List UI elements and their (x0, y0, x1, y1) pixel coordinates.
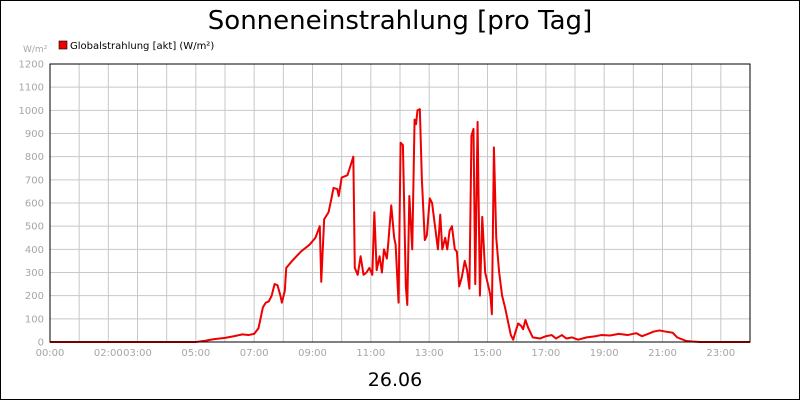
y-tick-label: 500 (25, 222, 44, 233)
y-tick-label: 600 (25, 199, 44, 210)
x-tick-label: 07:00 (240, 348, 269, 359)
x-tick-label: 19:00 (590, 348, 619, 359)
x-tick-label: 00:00 (36, 348, 65, 359)
x-tick-label: 09:00 (298, 348, 327, 359)
y-tick-label: 1000 (19, 106, 44, 117)
y-tick-labels: 0 100 200 300 400 500 600 700 800 900 1000 1100 1200 (19, 60, 44, 349)
y-tick-label: 800 (25, 152, 44, 163)
x-tick-label: 11:00 (356, 348, 385, 359)
x-tick-label: 15:00 (473, 348, 502, 359)
legend: Globalstrahlung [akt] (W/m²) (58, 40, 214, 52)
x-tick-label: 03:00 (123, 348, 152, 359)
y-tick-label: 900 (25, 129, 44, 140)
chart-title: Sonneneinstrahlung [pro Tag] (208, 6, 592, 36)
y-tick-label: 1100 (19, 83, 44, 94)
x-tick-label: 23:00 (706, 348, 735, 359)
y-tick-label: 300 (25, 268, 44, 279)
series-line-globalstrahlung (50, 108, 750, 343)
y-tick-label: 400 (25, 245, 44, 256)
y-tick-label: 100 (25, 314, 44, 325)
y-tick-label: 0 (38, 338, 44, 349)
x-tick-label: 13:00 (415, 348, 444, 359)
grid (50, 64, 750, 342)
y-axis-unit-label: W/m² (23, 45, 48, 55)
x-tick-label: 17:00 (531, 348, 560, 359)
x-tick-label: 05:00 (181, 348, 210, 359)
x-tick-labels: 00:00 02:00 03:00 05:00 07:00 09:00 11:00 13:00… (36, 348, 736, 359)
date-label: 26.06 (368, 369, 422, 391)
y-tick-label: 700 (25, 175, 44, 186)
legend-label: Globalstrahlung [akt] (W/m²) (70, 41, 214, 52)
x-tick-label: 21:00 (648, 348, 677, 359)
y-tick-label: 1200 (19, 60, 44, 71)
plot-border (49, 63, 751, 343)
y-tick-label: 200 (25, 291, 44, 302)
legend-swatch (58, 40, 68, 50)
x-tick-label: 02:00 (94, 348, 123, 359)
